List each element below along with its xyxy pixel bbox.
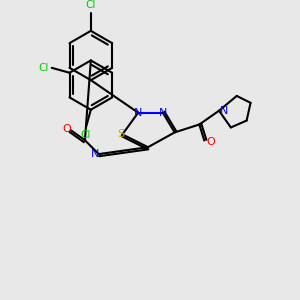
Text: O: O (63, 124, 72, 134)
Text: N: N (220, 106, 228, 116)
Text: Cl: Cl (81, 130, 91, 140)
Text: Cl: Cl (86, 0, 96, 10)
Text: N: N (91, 149, 100, 159)
Text: N: N (159, 108, 167, 118)
Text: O: O (207, 137, 215, 147)
Text: N: N (134, 108, 142, 118)
Text: S: S (117, 129, 124, 140)
Text: Cl: Cl (39, 63, 49, 73)
